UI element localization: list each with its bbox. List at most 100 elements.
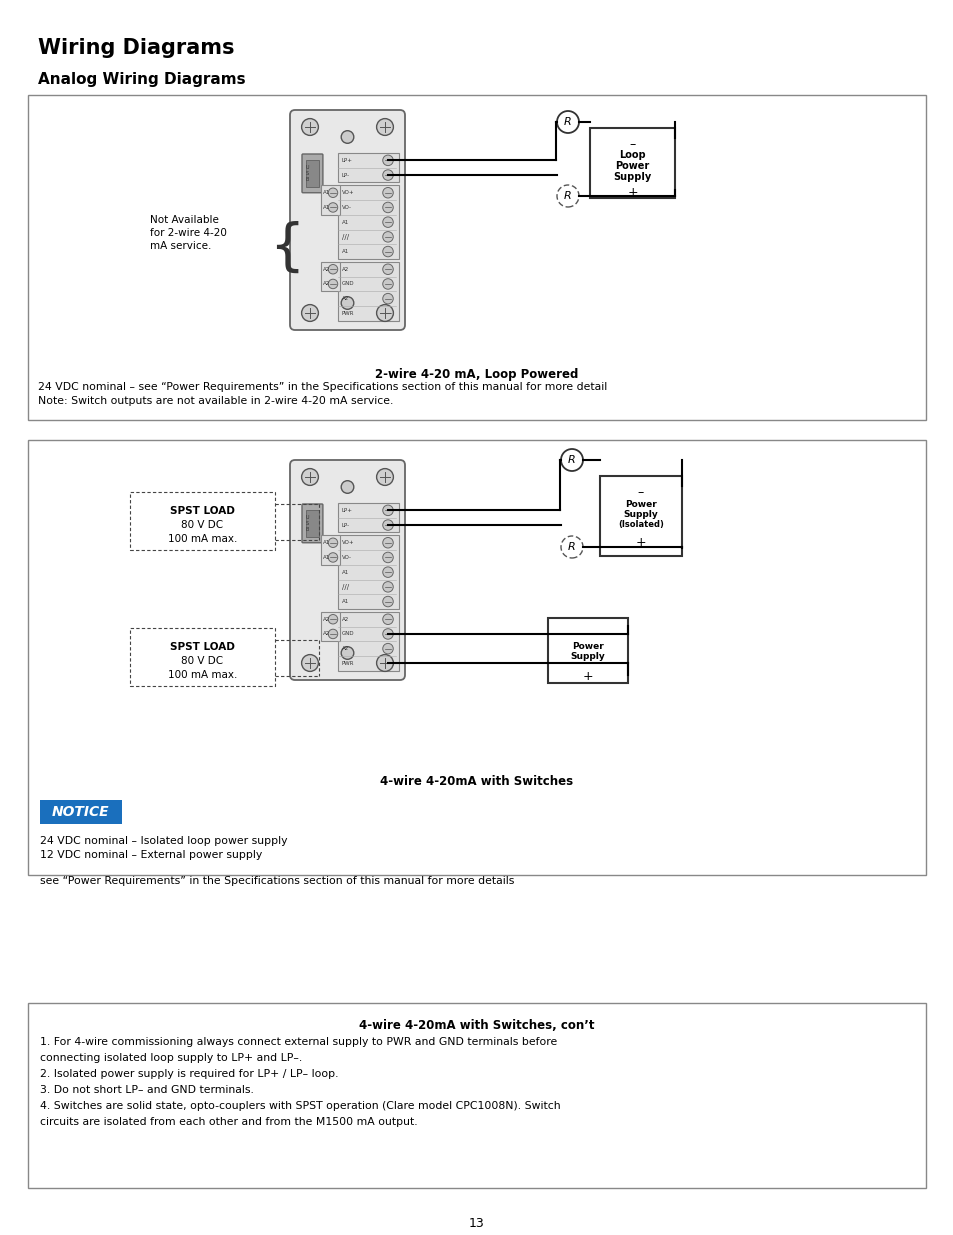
Circle shape	[328, 188, 337, 198]
Circle shape	[382, 203, 393, 212]
Circle shape	[328, 553, 337, 562]
Circle shape	[341, 296, 354, 309]
Text: A2: A2	[323, 267, 330, 272]
Circle shape	[301, 119, 318, 136]
Circle shape	[328, 203, 337, 212]
Text: R: R	[568, 454, 576, 466]
Circle shape	[382, 505, 393, 515]
Text: Supply: Supply	[613, 172, 651, 182]
Text: A1: A1	[323, 205, 330, 210]
Circle shape	[376, 655, 393, 672]
Bar	[337, 185, 398, 259]
Text: A2: A2	[341, 296, 349, 301]
Circle shape	[382, 217, 393, 227]
Text: 4-wire 4-20mA with Switches: 4-wire 4-20mA with Switches	[380, 776, 573, 788]
Text: {: {	[269, 221, 304, 275]
Text: +: +	[626, 186, 638, 199]
Bar	[320, 611, 339, 641]
Circle shape	[382, 156, 393, 165]
Circle shape	[382, 567, 393, 578]
Text: NOTICE: NOTICE	[52, 805, 110, 819]
Bar	[28, 95, 925, 420]
Text: A2: A2	[323, 631, 330, 636]
Text: 80 V DC: 80 V DC	[181, 656, 223, 666]
Text: 4. Switches are solid state, opto-couplers with SPST operation (Clare model CPC1: 4. Switches are solid state, opto-couple…	[40, 1100, 560, 1112]
Text: A2: A2	[341, 616, 349, 621]
Text: PWR: PWR	[341, 661, 355, 666]
Text: Supply: Supply	[570, 652, 605, 661]
Bar	[337, 262, 398, 321]
Text: (Isolated): (Isolated)	[618, 520, 663, 529]
Text: A1: A1	[341, 220, 349, 225]
Circle shape	[382, 582, 393, 592]
Bar	[337, 153, 398, 183]
Text: 12 VDC nominal – External power supply: 12 VDC nominal – External power supply	[40, 850, 262, 860]
Text: R: R	[563, 191, 571, 201]
Circle shape	[382, 597, 393, 606]
Text: 100 mA max.: 100 mA max.	[168, 671, 237, 680]
Bar	[320, 262, 339, 291]
Circle shape	[382, 552, 393, 563]
Bar	[337, 536, 398, 609]
Text: Not Available: Not Available	[150, 215, 218, 225]
Bar	[589, 128, 675, 198]
Circle shape	[560, 450, 582, 471]
Bar	[337, 503, 398, 532]
Text: 80 V DC: 80 V DC	[181, 520, 223, 530]
Circle shape	[328, 629, 337, 638]
Text: circuits are isolated from each other and from the M1500 mA output.: circuits are isolated from each other an…	[40, 1116, 417, 1128]
Text: VO-: VO-	[341, 205, 352, 210]
Text: +: +	[635, 536, 645, 550]
Text: for 2-wire 4-20: for 2-wire 4-20	[150, 228, 227, 238]
Bar	[130, 492, 274, 550]
Text: A2: A2	[341, 646, 349, 651]
Text: LP-: LP-	[341, 522, 350, 527]
Bar	[130, 629, 274, 685]
Circle shape	[557, 185, 578, 207]
Bar	[28, 440, 925, 876]
Circle shape	[301, 655, 318, 672]
Text: Power: Power	[615, 161, 649, 170]
Circle shape	[301, 305, 318, 321]
Circle shape	[301, 468, 318, 485]
Text: Power: Power	[624, 500, 657, 509]
Circle shape	[341, 647, 354, 659]
Circle shape	[557, 111, 578, 133]
Circle shape	[341, 131, 354, 143]
Bar	[320, 185, 339, 215]
Circle shape	[382, 169, 393, 180]
Text: mA service.: mA service.	[150, 241, 212, 251]
Bar	[599, 475, 681, 556]
Bar	[28, 1003, 925, 1188]
Circle shape	[328, 279, 337, 289]
Text: –: –	[629, 138, 635, 151]
Circle shape	[328, 538, 337, 547]
Text: see “Power Requirements” in the Specifications section of this manual for more d: see “Power Requirements” in the Specific…	[40, 876, 514, 885]
Text: A1: A1	[341, 249, 349, 254]
Circle shape	[376, 119, 393, 136]
FancyBboxPatch shape	[290, 459, 405, 680]
Circle shape	[382, 232, 393, 242]
Circle shape	[382, 246, 393, 257]
Text: 24 VDC nominal – Isolated loop power supply: 24 VDC nominal – Isolated loop power sup…	[40, 836, 287, 846]
Text: A1: A1	[323, 555, 330, 559]
Circle shape	[382, 520, 393, 530]
FancyBboxPatch shape	[302, 154, 322, 193]
Text: PWR: PWR	[341, 311, 355, 316]
Circle shape	[376, 468, 393, 485]
Circle shape	[560, 536, 582, 558]
Circle shape	[328, 615, 337, 624]
Text: R: R	[568, 542, 576, 552]
Circle shape	[382, 658, 393, 668]
Text: ///: ///	[341, 233, 349, 240]
Text: SPST LOAD: SPST LOAD	[170, 506, 234, 516]
Text: connecting isolated loop supply to LP+ and LP–.: connecting isolated loop supply to LP+ a…	[40, 1053, 302, 1063]
Text: 2-wire 4-20 mA, Loop Powered: 2-wire 4-20 mA, Loop Powered	[375, 368, 578, 382]
Circle shape	[382, 188, 393, 198]
Text: 13: 13	[469, 1216, 484, 1230]
Circle shape	[382, 279, 393, 289]
Text: R: R	[563, 117, 571, 127]
Text: VO+: VO+	[341, 540, 355, 545]
Circle shape	[382, 264, 393, 274]
Bar	[320, 536, 339, 564]
